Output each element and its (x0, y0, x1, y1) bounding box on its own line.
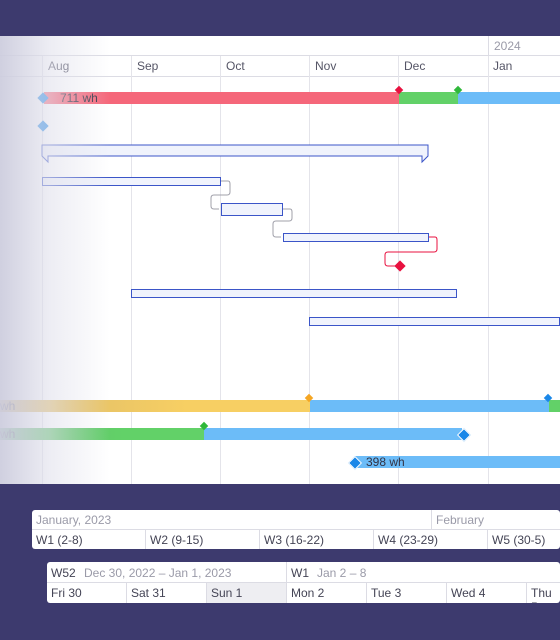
resource-bar-blue[interactable] (204, 428, 462, 440)
month-label-nov: Nov (315, 59, 337, 73)
task-bar[interactable] (131, 289, 457, 298)
divider (431, 510, 432, 529)
weeks-scale-header: January, 2023 February W1 (2-8) W2 (9-15… (32, 510, 560, 549)
day-cell[interactable]: Sun 1 (211, 586, 243, 600)
grid-line (220, 56, 221, 484)
week-cell[interactable]: W2 (9-15) (150, 533, 204, 547)
week-code-label: W52 (51, 566, 76, 580)
week-cell[interactable]: W1 (2-8) (36, 533, 83, 547)
divider (526, 582, 527, 603)
divider (373, 529, 374, 549)
day-cell[interactable]: Thu 5 (531, 586, 552, 603)
resource-bar-green[interactable] (399, 92, 458, 104)
divider (47, 582, 560, 583)
week-range-label: Jan 2 – 8 (317, 566, 367, 580)
grid-line (309, 56, 310, 484)
day-cell[interactable]: Fri 30 (51, 586, 82, 600)
year-header-row: 2024 (0, 36, 560, 56)
week-cell[interactable]: W4 (23-29) (378, 533, 439, 547)
gantt-timeline-panel: 2024 Aug Sep Oct Nov Dec Jan 711 wh wh (0, 36, 560, 484)
week-cell[interactable]: W5 (30-5) (492, 533, 546, 547)
dependency-links (210, 180, 438, 267)
scale-month-label: February (436, 513, 485, 527)
resource-bar-green[interactable] (549, 400, 560, 412)
week-range-label: Dec 30, 2022 – Jan 1, 2023 (84, 566, 232, 580)
divider (446, 582, 447, 603)
divider (126, 582, 127, 603)
resource-bar-red[interactable] (44, 92, 399, 104)
resource-bar-blue[interactable] (310, 400, 549, 412)
weekend-shade (206, 583, 286, 603)
divider (259, 529, 260, 549)
divider (286, 582, 287, 603)
resource-bar-yellow[interactable] (0, 400, 310, 412)
day-cell[interactable]: Sat 31 (131, 586, 166, 600)
grid-line (131, 56, 132, 484)
resource-bar-blue[interactable] (355, 456, 560, 468)
divider (366, 582, 367, 603)
week-code-label: W1 (291, 566, 309, 580)
divider (145, 529, 146, 549)
resource-bar-blue[interactable] (458, 92, 560, 104)
month-header-row: Aug Sep Oct Nov Dec Jan (0, 56, 560, 77)
day-cell[interactable]: Wed 4 (451, 586, 486, 600)
divider (206, 582, 207, 603)
task-bar[interactable] (283, 233, 429, 242)
month-label-dec: Dec (404, 59, 426, 73)
resource-bar-label: wh (0, 399, 16, 413)
day-cell[interactable]: Mon 2 (291, 586, 325, 600)
day-cell[interactable]: Tue 3 (371, 586, 402, 600)
month-label-oct: Oct (226, 59, 245, 73)
divider (32, 529, 560, 530)
divider (487, 529, 488, 549)
scale-month-label: January, 2023 (36, 513, 112, 527)
resource-bar-green[interactable] (0, 428, 204, 440)
resource-bar-label: wh (0, 427, 16, 441)
year-divider (488, 36, 489, 55)
resource-bar-label: 398 wh (366, 455, 405, 469)
year-label: 2024 (494, 39, 521, 53)
days-scale-header: W52 Dec 30, 2022 – Jan 1, 2023 W1 Jan 2 … (47, 562, 560, 603)
month-label-sep: Sep (137, 59, 159, 73)
task-bar[interactable] (221, 203, 283, 216)
month-label-jan: Jan (493, 59, 513, 73)
week-cell[interactable]: W3 (16-22) (264, 533, 325, 547)
divider (286, 562, 287, 582)
grid-line (488, 56, 489, 484)
